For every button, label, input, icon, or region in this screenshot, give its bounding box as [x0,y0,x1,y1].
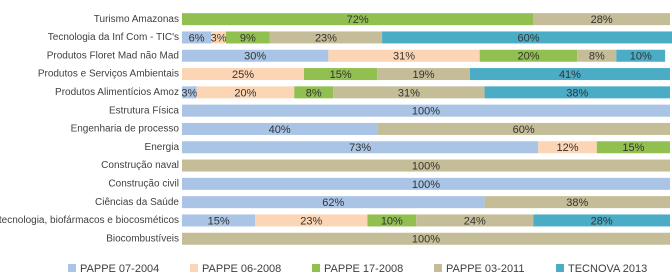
bar-segment [182,214,256,227]
category-label: Construção naval [101,160,179,171]
category-label: Construção civil [108,178,179,189]
category-label: Tecnologia da Inf Com - TIC's [48,32,179,43]
bar-segment [577,49,617,62]
value-label: 100% [412,234,440,246]
legend-label: PAPPE 06-2008 [202,263,281,275]
bar-segment [182,141,539,154]
value-label: 60% [517,32,539,44]
bar-segment [196,86,295,99]
category-label: Produtos Alimentícios Amoz [55,87,179,98]
legend-swatch [68,264,76,272]
bar-segment [479,49,578,62]
value-label: 28% [591,215,613,227]
value-label: 15% [622,142,644,154]
value-label: 6% [189,32,205,44]
bar-segment [469,68,670,81]
bar-segment [225,31,270,44]
bar-segment [382,31,672,44]
bar-segment [294,86,334,99]
bar-segment [538,141,597,154]
value-label: 19% [413,69,435,81]
value-label: 100% [412,179,440,191]
category-label: Biotecnologia, biofármacos e biocosmétic… [0,215,179,226]
value-label: 25% [232,69,254,81]
value-label: 20% [517,51,539,63]
value-label: 31% [393,51,415,63]
bar-segment [182,104,670,117]
value-label: 10% [381,215,403,227]
value-label: 60% [513,124,535,136]
bar-segment [533,214,670,227]
category-label: Biocombustíveis [106,233,179,244]
category-label: Energia [145,142,180,153]
bar-segment [484,196,670,209]
bar-segment [377,122,670,135]
value-label: 73% [349,142,371,154]
value-label: 12% [557,142,579,154]
value-label: 72% [347,14,369,26]
bar-segment [182,232,670,245]
value-label: 62% [322,197,344,209]
legend-swatch [556,264,564,272]
value-label: 8% [306,87,322,99]
bar-segment [367,214,417,227]
value-label: 20% [234,87,256,99]
value-label: 9% [240,32,256,44]
category-label: Produtos e Serviços Ambientais [38,69,179,80]
bar-segment [182,86,197,99]
category-label: Ciências da Saúde [95,197,179,208]
bar-segment [211,31,226,44]
category-label: Produtos Floret Mad não Mad [47,50,179,61]
value-label: 23% [300,215,322,227]
category-label: Estrutura Física [109,105,179,116]
bar-segment [328,49,480,62]
value-label: 10% [630,51,652,63]
value-label: 100% [412,160,440,172]
value-label: 8% [589,51,605,63]
bar-segment [255,214,368,227]
value-label: 24% [464,215,486,227]
value-label: 40% [269,124,291,136]
bar-segment [616,49,666,62]
category-label: Turismo Amazonas [94,14,179,25]
value-label: 3% [181,87,197,99]
bar-segment [596,141,670,154]
value-label: 100% [412,106,440,118]
bar-segment [533,13,670,26]
bar-segment [304,68,378,81]
value-label: 31% [398,87,420,99]
bar-segment [182,13,534,26]
bar-segment [182,68,304,81]
bar-segment [182,159,670,172]
value-label: 15% [330,69,352,81]
value-label: 41% [559,69,581,81]
value-label: 23% [315,32,337,44]
value-label: 3% [211,32,227,44]
bar-segment [416,214,534,227]
bar-segment [182,122,378,135]
legend-label: PAPPE 07-2004 [80,263,159,275]
bar-segment [182,196,485,209]
value-label: 30% [244,51,266,63]
legend-swatch [434,264,442,272]
value-label: 38% [566,87,588,99]
category-label: Engenharia de processo [71,124,180,135]
bar-segment [484,86,670,99]
bar-segment [377,68,470,81]
legend-label: TECNOVA 2013 [568,263,647,275]
bar-segment [269,31,383,44]
bar-segment [182,177,670,190]
value-label: 38% [566,197,588,209]
bar-segment [182,49,329,62]
bar-segment [182,31,212,44]
legend-label: PAPPE 03-2011 [446,263,524,275]
bar-segment [333,86,485,99]
legend-swatch [190,264,198,272]
legend-swatch [312,264,320,272]
value-label: 15% [208,215,230,227]
value-label: 28% [591,14,613,26]
legend-label: PAPPE 17-2008 [324,263,403,275]
